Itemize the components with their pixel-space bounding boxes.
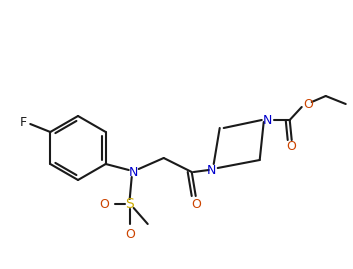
- Text: O: O: [125, 228, 134, 240]
- Text: F: F: [20, 115, 27, 129]
- Text: S: S: [125, 197, 134, 211]
- Text: N: N: [129, 165, 138, 179]
- Text: O: O: [303, 97, 313, 111]
- Text: O: O: [99, 197, 109, 211]
- Text: O: O: [191, 197, 201, 211]
- Text: N: N: [207, 164, 216, 176]
- Text: O: O: [286, 140, 296, 154]
- Text: N: N: [263, 114, 273, 126]
